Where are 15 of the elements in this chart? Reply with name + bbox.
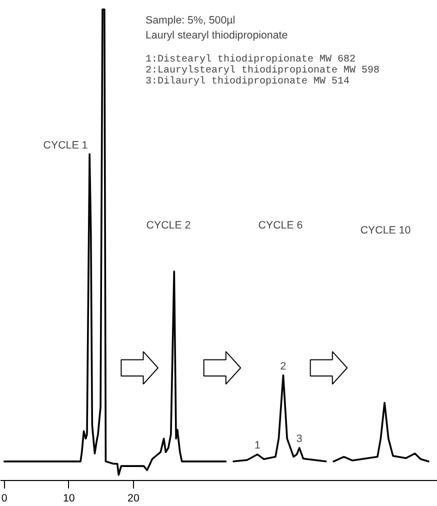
annotation: CYCLE 10 <box>360 224 411 236</box>
annotation: 1:Distearyl thiodipropionate MW 682 <box>146 54 356 66</box>
annotation: CYCLE 2 <box>146 220 191 232</box>
annotation: 3 <box>296 432 302 445</box>
text: Lauryl stearyl thiodipropionate <box>146 30 288 42</box>
x-tick-label: 10 <box>62 492 75 504</box>
annotation: 2 <box>280 360 286 372</box>
annotation: CYCLE 6 <box>258 220 303 232</box>
annotation: CYCLE 1 <box>43 140 88 152</box>
annotation: 2:Laurylstearyl thiodipropionate MW 598 <box>146 64 380 76</box>
text: Sample: 5%, 500µl <box>146 14 236 26</box>
annotation: 3:Dilauryl thiodipropionate MW 514 <box>146 76 350 88</box>
x-tick-label: 0 <box>1 492 8 504</box>
annotation: 1 <box>254 439 260 452</box>
x-tick-label: 20 <box>128 492 140 504</box>
